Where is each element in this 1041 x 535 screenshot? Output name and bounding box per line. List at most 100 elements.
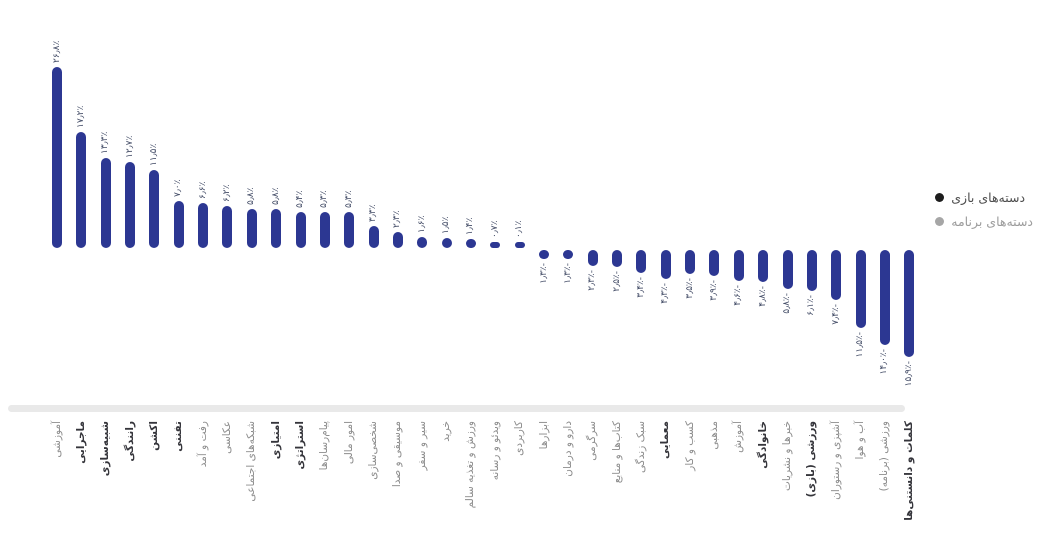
category-label: شبکه‌های اجتماعی: [245, 421, 258, 502]
category-label: سیر و سفر: [415, 421, 428, 471]
category-label: شبیه‌سازی: [99, 421, 112, 477]
bar-value-label: ۵٫۸٪: [270, 187, 281, 205]
bar: [319, 212, 330, 248]
bar: [125, 162, 136, 248]
bar: [758, 250, 769, 283]
category-label: آب و هوا: [854, 421, 867, 460]
bar: [563, 250, 574, 259]
bar: [417, 237, 428, 248]
category-label: عکاسی: [220, 421, 233, 454]
bar: [222, 206, 233, 248]
legend-item-apps: دسته‌های برنامه: [935, 214, 1033, 229]
category-label: معمایی: [659, 421, 672, 459]
bar: [514, 242, 525, 248]
bar: [879, 250, 890, 345]
category-label: آموزشی: [50, 421, 63, 458]
bar-value-label: -۱٫۳٪: [562, 262, 573, 284]
category-label: خبرها و نشریات: [781, 421, 793, 492]
bar: [392, 232, 403, 248]
bar-value-label: -۳٫۴٪: [635, 276, 646, 298]
category-label: امور مالی: [342, 421, 355, 465]
bar-value-label: ۲٫۳٪: [392, 211, 403, 229]
category-label: ابزارها: [537, 421, 550, 450]
bar: [295, 211, 306, 248]
category-label: ورزش و تغذیه سالم: [464, 421, 477, 509]
bar-value-label: -۷٫۴٪: [830, 303, 841, 325]
bar-value-label: -۳٫۹٪: [708, 280, 719, 301]
bar-value-label: -۴٫۶٪: [733, 285, 744, 306]
bar: [685, 250, 696, 274]
bar-value-label: ۰٫۷٪: [489, 220, 500, 238]
category-label: سبک زندگی: [634, 421, 647, 473]
category-label: موسیقی و صدا: [391, 421, 404, 488]
bar: [831, 250, 842, 300]
category-label: رانندگی: [123, 421, 136, 462]
bar-value-label: -۳٫۵٪: [684, 277, 695, 299]
bar: [173, 200, 184, 248]
bar: [782, 250, 793, 290]
bar-value-label: ۱٫۵٪: [441, 216, 452, 234]
category-label: رفت و آمد: [196, 421, 209, 468]
bar: [855, 250, 866, 328]
bar: [441, 237, 452, 248]
category-label: آموزش: [732, 421, 745, 453]
bar: [246, 208, 257, 248]
bar: [465, 238, 476, 248]
bar-value-label: -۲٫۳٪: [587, 269, 598, 291]
bar-value-label: ۱۲٫۷٪: [124, 135, 135, 159]
bar: [587, 250, 598, 266]
bar: [806, 250, 817, 292]
bar: [52, 67, 62, 248]
category-label: ورزشی (برنامه): [878, 421, 891, 492]
bar: [271, 208, 282, 248]
bar-value-label: -۱٫۳٪: [538, 262, 549, 284]
category-label: ماجرایی: [74, 421, 87, 464]
bar-value-label: -۱۱٫۵٪: [855, 331, 866, 358]
legend-dot-games-icon: [935, 193, 945, 202]
bar: [733, 250, 744, 282]
category-label: کتاب‌ها و منابع: [610, 421, 623, 484]
bar-value-label: ۳٫۳٪: [368, 204, 379, 222]
bar-value-label: -۱۵٫۹٪: [903, 361, 914, 387]
bar-value-label: -۶٫۱٪: [806, 295, 817, 316]
legend-label-games: دسته‌های بازی: [951, 190, 1026, 205]
bar-value-label: ۷٫۰٪: [173, 179, 184, 197]
bar: [149, 170, 160, 248]
bar-value-label: ۱۳٫۳٪: [100, 131, 111, 155]
bar-value-label: ۵٫۳٪: [319, 190, 330, 209]
category-label: سرگرمی: [586, 421, 599, 461]
category-label: خرید: [440, 421, 453, 442]
legend-dot-apps-icon: [935, 217, 945, 226]
category-label: پیام‌رسان‌ها: [318, 421, 331, 471]
bar-value-label: ۰٫۱٪: [514, 220, 525, 238]
bar-value-label: ۱۷٫۲٪: [75, 105, 86, 128]
legend-label-apps: دسته‌های برنامه: [951, 214, 1033, 229]
bar-value-label: ۶٫۲٪: [221, 184, 232, 203]
bar-value-label: ۵٫۴٪: [295, 190, 305, 208]
bar: [539, 250, 549, 259]
category-label: کاربردی: [513, 421, 526, 456]
bar: [904, 250, 915, 358]
chart-legend: دسته‌های بازی دسته‌های برنامه: [935, 190, 1033, 238]
category-label: کلمات و دانستنی‌ها: [902, 421, 915, 521]
bar: [76, 131, 87, 248]
bar-value-label: ۵٫۸٪: [246, 187, 257, 205]
legend-item-games: دسته‌های بازی: [935, 190, 1033, 205]
bar-value-label: -۴٫۸٪: [757, 286, 768, 308]
bar-value-label: -۵٫۸٪: [782, 293, 792, 314]
category-label: مذهبی: [707, 421, 720, 450]
bar-value-label: ۱۱٫۵٪: [148, 144, 159, 167]
category-label: دارو و درمان: [561, 421, 574, 477]
bar: [660, 250, 671, 280]
category-label: تفننی: [172, 421, 185, 452]
bar-value-label: ۶٫۶٪: [197, 181, 208, 200]
category-label: ویدئو و رسانه: [488, 421, 501, 481]
bar: [612, 250, 623, 267]
bar-value-label: -۱۴٫۰٪: [879, 348, 890, 375]
bar: [100, 158, 111, 248]
bar: [368, 225, 379, 248]
bar: [198, 203, 209, 248]
bar-value-label: -۲٫۵٪: [611, 270, 622, 292]
